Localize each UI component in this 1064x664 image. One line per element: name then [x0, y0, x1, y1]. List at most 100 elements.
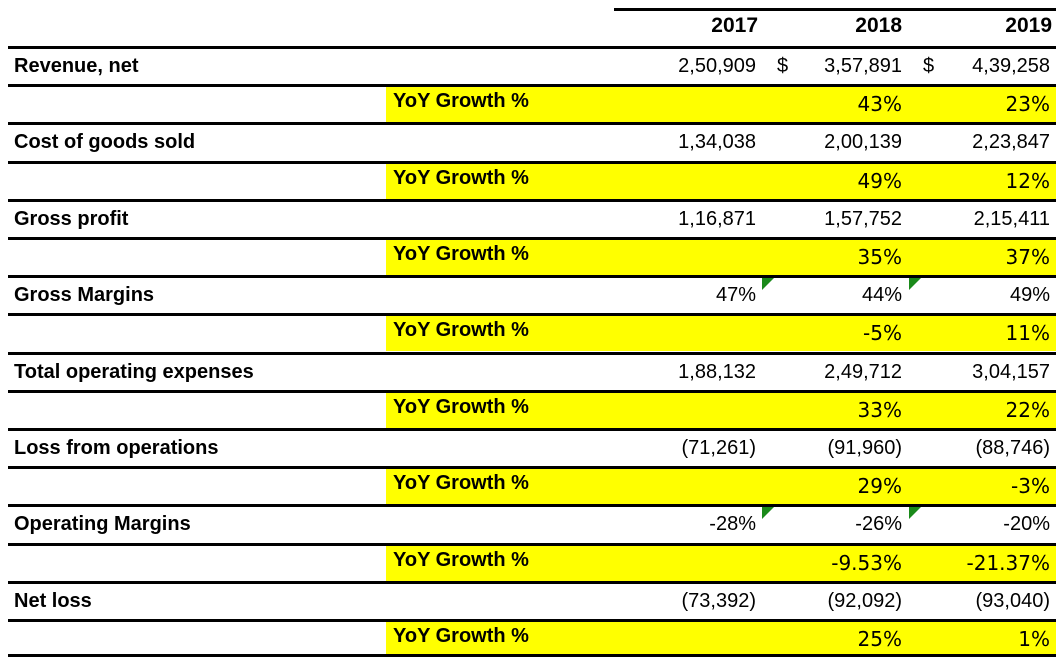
yoy-row: YoY Growth % 35% 37%	[0, 237, 1064, 275]
row-label[interactable]: Net loss	[14, 589, 92, 612]
row-border	[8, 504, 1056, 508]
value-cell-2018[interactable]: 2,00,139	[824, 131, 902, 154]
value-cell-2018[interactable]: -26%	[855, 513, 902, 536]
value-cell-2018[interactable]: 1,57,752	[824, 207, 902, 230]
highlight-fill	[386, 163, 1056, 199]
value-cell-2017[interactable]: 47%	[715, 284, 756, 307]
year-header-2018[interactable]: 2018	[855, 14, 902, 37]
yoy-row: YoY Growth % 29% -3%	[0, 466, 1064, 505]
table-row: Total operating expenses 1,88,132 2,49,712…	[0, 351, 1064, 390]
value-cell-2018[interactable]: -9.53%	[831, 550, 902, 575]
value-cell-2019[interactable]: 49%	[1009, 284, 1050, 307]
yoy-label[interactable]: YoY Growth %	[393, 625, 529, 647]
row-label[interactable]: Loss from operations	[14, 437, 219, 459]
row-border	[8, 580, 1056, 584]
value-cell-2017[interactable]: 1,34,038	[678, 131, 756, 154]
value-cell-2019[interactable]: 23%	[1005, 92, 1050, 117]
table-row: Net loss (73,392) (92,092) (93,040)	[0, 580, 1064, 619]
value-cell-2019[interactable]: (88,746)	[975, 437, 1051, 459]
value-cell-2018[interactable]: (92,092)	[827, 589, 903, 612]
row-border	[8, 122, 1056, 126]
value-cell-2018[interactable]: 49%	[857, 168, 902, 193]
row-border	[8, 46, 1056, 49]
row-border	[8, 237, 1056, 240]
yoy-label[interactable]: YoY Growth %	[393, 166, 529, 189]
value-cell-2017[interactable]: -28%	[709, 513, 756, 536]
row-border	[8, 428, 1056, 431]
row-border	[8, 619, 1056, 622]
row-border	[8, 389, 1056, 393]
comment-indicator-icon[interactable]	[909, 278, 921, 291]
currency-symbol: $	[923, 55, 935, 77]
value-cell-2017[interactable]: 1,16,871	[678, 207, 756, 230]
value-cell-2018[interactable]: -5%	[863, 321, 902, 346]
row-border	[8, 542, 1056, 546]
value-cell-2019[interactable]: -21.37%	[966, 550, 1050, 575]
comment-indicator-icon[interactable]	[762, 278, 774, 291]
row-border	[8, 275, 1056, 279]
value-cell-2017[interactable]: (73,392)	[681, 589, 757, 612]
yoy-label[interactable]: YoY Growth %	[393, 90, 529, 113]
table-row: Cost of goods sold 1,34,038 2,00,139 2,23,8…	[0, 122, 1064, 160]
value-cell-2019[interactable]: 22%	[1005, 397, 1050, 422]
yoy-label[interactable]: YoY Growth %	[393, 243, 529, 265]
yoy-row: YoY Growth % 49% 12%	[0, 160, 1064, 199]
row-label[interactable]: Gross profit	[14, 207, 129, 230]
value-cell-2017[interactable]: (71,261)	[681, 437, 757, 459]
value-cell-2018[interactable]: 2,49,712	[824, 360, 902, 383]
table-row: Gross Margins 47% 44% 49%	[0, 275, 1064, 313]
value-cell-2017[interactable]: 1,88,132	[678, 360, 756, 383]
highlight-fill	[386, 316, 1056, 352]
year-header-2017[interactable]: 2017	[711, 14, 758, 37]
comment-indicator-icon[interactable]	[909, 507, 921, 520]
value-cell-2019[interactable]: 11%	[1005, 321, 1050, 346]
value-cell-2018[interactable]: 25%	[857, 627, 902, 651]
table-bottom-border	[8, 654, 1056, 657]
year-header-2019[interactable]: 2019	[1005, 14, 1052, 37]
row-label[interactable]: Total operating expenses	[14, 360, 254, 383]
value-cell-2017[interactable]: 2,50,909	[678, 55, 756, 77]
value-cell-2019[interactable]: 4,39,258	[972, 55, 1050, 77]
value-cell-2019[interactable]: (93,040)	[975, 589, 1051, 612]
value-cell-2019[interactable]: -3%	[1011, 474, 1050, 499]
highlight-fill	[386, 545, 1056, 581]
row-border	[8, 313, 1056, 317]
value-cell-2018[interactable]: 44%	[861, 284, 902, 307]
yoy-label[interactable]: YoY Growth %	[393, 319, 529, 342]
header-row: 2017 2018 2019	[0, 0, 1064, 46]
row-border	[8, 198, 1056, 202]
value-cell-2019[interactable]: 1%	[1018, 627, 1050, 651]
yoy-row: YoY Growth % 43% 23%	[0, 84, 1064, 123]
row-border	[8, 160, 1056, 164]
yoy-label[interactable]: YoY Growth %	[393, 395, 529, 418]
value-cell-2019[interactable]: 12%	[1005, 168, 1050, 193]
yoy-label[interactable]: YoY Growth %	[393, 472, 529, 495]
yoy-row: YoY Growth % -5% 11%	[0, 313, 1064, 352]
row-label[interactable]: Revenue, net	[14, 55, 139, 77]
value-cell-2019[interactable]: 37%	[1005, 245, 1050, 269]
value-cell-2018[interactable]: 3,57,891	[824, 55, 902, 77]
value-cell-2018[interactable]: (91,960)	[827, 437, 903, 459]
row-border	[8, 351, 1056, 355]
highlight-fill	[386, 87, 1056, 123]
yoy-label[interactable]: YoY Growth %	[393, 548, 529, 571]
highlight-fill	[386, 240, 1056, 275]
value-cell-2018[interactable]: 43%	[857, 92, 902, 117]
header-top-border	[614, 8, 1056, 11]
row-label[interactable]: Operating Margins	[14, 513, 191, 536]
value-cell-2018[interactable]: 35%	[857, 245, 902, 269]
row-label[interactable]: Gross Margins	[14, 284, 155, 307]
row-label[interactable]: Cost of goods sold	[14, 131, 196, 154]
yoy-row: YoY Growth % 25% 1%	[0, 619, 1064, 657]
value-cell-2018[interactable]: 29%	[857, 474, 902, 499]
highlight-fill	[386, 469, 1056, 505]
table-row: Operating Margins -28% -26% -20%	[0, 504, 1064, 542]
value-cell-2018[interactable]: 33%	[857, 397, 902, 422]
table-row: Loss from operations (71,261) (91,960) (88,…	[0, 428, 1064, 466]
comment-indicator-icon[interactable]	[762, 507, 774, 520]
value-cell-2019[interactable]: 2,15,411	[973, 207, 1050, 230]
value-cell-2019[interactable]: 3,04,157	[972, 360, 1050, 383]
value-cell-2019[interactable]: 2,23,847	[972, 131, 1050, 154]
value-cell-2019[interactable]: -20%	[1003, 513, 1050, 536]
